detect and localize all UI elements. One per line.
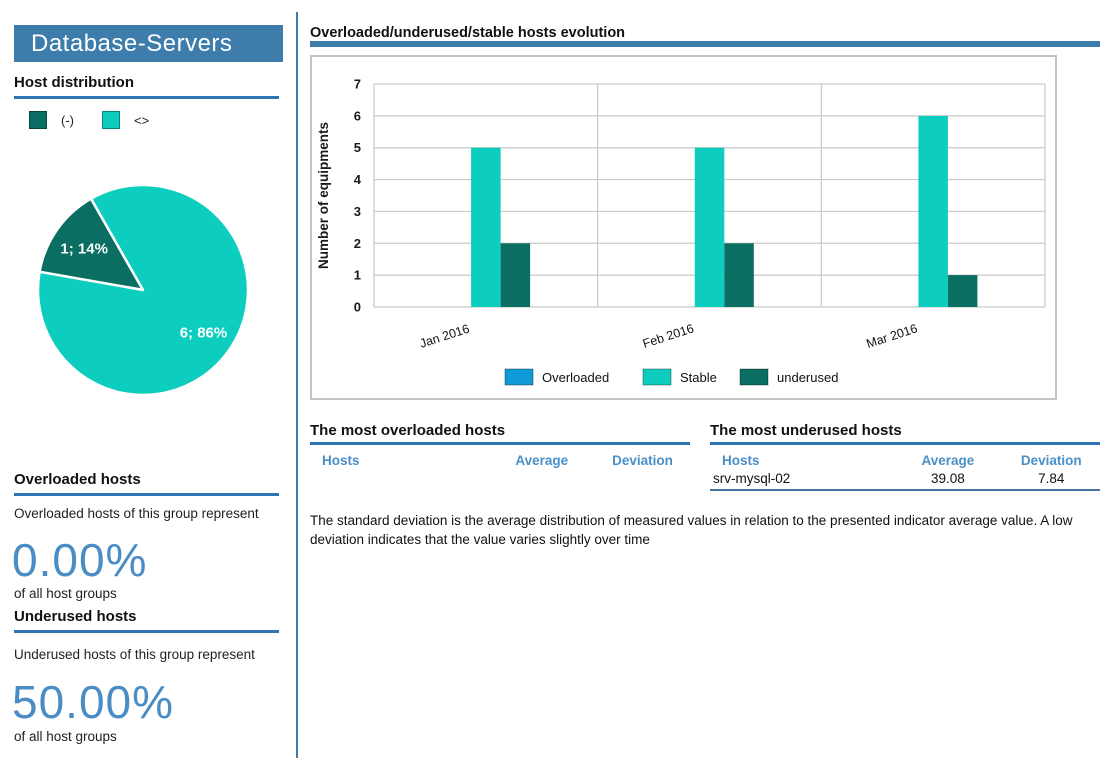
column-header-hosts: Hosts [322,453,360,468]
host-distribution-pie-chart[interactable]: 1; 14% 6; 86% [31,178,255,402]
group-title: Database-Servers [31,29,233,57]
svg-text:Mar 2016: Mar 2016 [865,321,920,351]
underused-hosts-heading: Underused hosts [14,608,279,633]
underused-table-heading: The most underused hosts [710,422,1100,445]
panel-divider [296,12,298,758]
svg-text:1; 14%: 1; 14% [60,240,108,257]
svg-text:Feb 2016: Feb 2016 [641,321,696,351]
svg-text:4: 4 [354,172,362,187]
svg-text:Stable: Stable [680,370,717,385]
column-header-deviation: Deviation [612,453,673,468]
overloaded-hosts-description: Overloaded hosts of this group represent [14,506,259,521]
column-header-average: Average [515,453,569,468]
overloaded-hosts-table: Hosts Average Deviation [310,450,690,470]
underused-hosts-table: Hosts Average Deviation srv-mysql-02 39.0… [710,450,1100,491]
overloaded-percent-value: 0.00% [12,534,148,586]
column-header-average: Average [921,453,975,468]
evolution-chart-title: Overloaded/underused/stable hosts evolut… [310,25,626,41]
svg-text:2: 2 [354,236,361,251]
svg-text:5: 5 [354,140,361,155]
svg-text:6; 86%: 6; 86% [180,325,228,342]
underused-swatch-icon [29,111,47,129]
svg-text:6: 6 [354,108,361,123]
chart-title-underline [310,41,1100,47]
svg-text:7: 7 [354,77,361,92]
group-title-banner: Database-Servers [14,25,283,62]
svg-text:1: 1 [354,268,361,283]
pie-legend-label-underused: (-) [61,112,74,128]
overloaded-percent-caption: of all host groups [14,586,117,601]
table-header-row: Hosts Average Deviation [710,450,1100,470]
pie-legend-label-stable: <> [134,112,150,128]
underused-percent-caption: of all host groups [14,729,117,744]
underused-hosts-description: Underused hosts of this group represent [14,647,255,662]
table-header-row: Hosts Average Deviation [310,450,690,470]
hosts-evolution-bar-chart[interactable]: 0 1 2 3 4 5 6 7 Number of equipments Jan 2016 Feb … [312,57,1055,398]
table-row: srv-mysql-02 39.08 7.84 [710,470,1100,491]
underused-hosts-table-section: The most underused hosts Hosts Average D… [710,422,1100,491]
overloaded-table-heading: The most overloaded hosts [310,422,690,445]
overloaded-hosts-table-section: The most overloaded hosts Hosts Average … [310,422,690,470]
stable-swatch-icon [102,111,120,129]
evolution-chart-frame: 0 1 2 3 4 5 6 7 Number of equipments Jan 2016 Feb … [310,55,1057,400]
standard-deviation-note: The standard deviation is the average di… [310,513,1080,547]
svg-text:0: 0 [354,300,361,315]
svg-text:3: 3 [354,204,361,219]
svg-text:Overloaded: Overloaded [542,370,609,385]
svg-text:Number of equipments: Number of equipments [316,122,331,269]
overloaded-hosts-heading: Overloaded hosts [14,471,279,496]
column-header-deviation: Deviation [1020,453,1082,468]
underused-percent-value: 50.00% [12,676,175,728]
column-header-hosts: Hosts [722,453,760,468]
host-distribution-heading: Host distribution [14,74,279,99]
svg-text:Jan 2016: Jan 2016 [418,322,471,351]
svg-text:underused: underused [777,370,838,385]
pie-legend: (-) <> [29,111,177,129]
